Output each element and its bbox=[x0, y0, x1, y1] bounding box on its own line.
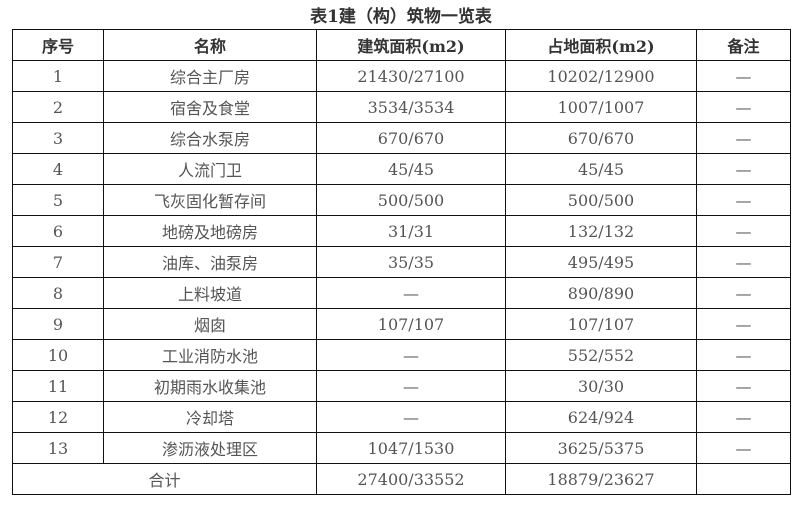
cell-note: — bbox=[696, 60, 791, 92]
cell-name: 初期雨水收集池 bbox=[103, 370, 317, 402]
cell-land-area: 670/670 bbox=[505, 122, 697, 154]
header-building-area: 建筑面积(m2) bbox=[316, 29, 506, 61]
cell-name: 地磅及地磅房 bbox=[103, 215, 317, 247]
table-row: 7 油库、油泵房 35/35 495/495— bbox=[12, 246, 791, 278]
cell-land-area: 107/107 bbox=[505, 308, 697, 340]
cell-note: — bbox=[696, 91, 791, 123]
table-row: 4 人流门卫 45/45 45/45— bbox=[12, 153, 791, 185]
cell-note: — bbox=[696, 339, 791, 371]
header-note: 备注 bbox=[696, 29, 791, 61]
total-note bbox=[696, 463, 791, 495]
cell-note: — bbox=[696, 184, 791, 216]
table-row: 3 综合水泵房 670/670 670/670— bbox=[12, 122, 791, 154]
cell-building-area: 500/500 bbox=[316, 184, 506, 216]
header-row: 序号 名称 建筑面积(m2) 占地面积(m2) 备注 bbox=[12, 29, 791, 61]
table-row: 9 烟囱 107/107 107/107— bbox=[12, 308, 791, 340]
cell-building-area: 31/31 bbox=[316, 215, 506, 247]
cell-name: 冷却塔 bbox=[103, 401, 317, 433]
header-name: 名称 bbox=[103, 29, 317, 61]
cell-index: 7 bbox=[12, 246, 104, 278]
cell-building-area: — bbox=[316, 339, 506, 371]
cell-index: 6 bbox=[12, 215, 104, 247]
cell-note: — bbox=[696, 432, 791, 464]
cell-land-area: 3625/5375 bbox=[505, 432, 697, 464]
total-building-area: 27400/33552 bbox=[316, 463, 506, 495]
buildings-table: 序号 名称 建筑面积(m2) 占地面积(m2) 备注 1 综合主厂房 21430/2… bbox=[12, 29, 791, 495]
cell-note: — bbox=[696, 246, 791, 278]
cell-building-area: — bbox=[316, 277, 506, 309]
table-row: 5 飞灰固化暂存间 500/500 500/500— bbox=[12, 184, 791, 216]
cell-note: — bbox=[696, 308, 791, 340]
total-row: 合计 27400/33552 18879/23627 bbox=[12, 463, 791, 495]
cell-index: 12 bbox=[12, 401, 104, 433]
cell-index: 3 bbox=[12, 122, 104, 154]
cell-name: 油库、油泵房 bbox=[103, 246, 317, 278]
cell-index: 2 bbox=[12, 91, 104, 123]
header-land-area: 占地面积(m2) bbox=[505, 29, 697, 61]
cell-building-area: 3534/3534 bbox=[316, 91, 506, 123]
header-index: 序号 bbox=[12, 29, 104, 61]
cell-land-area: 495/495 bbox=[505, 246, 697, 278]
cell-note: — bbox=[696, 122, 791, 154]
cell-land-area: 132/132 bbox=[505, 215, 697, 247]
cell-note: — bbox=[696, 401, 791, 433]
cell-building-area: 107/107 bbox=[316, 308, 506, 340]
cell-name: 飞灰固化暂存间 bbox=[103, 184, 317, 216]
cell-land-area: 30/30 bbox=[505, 370, 697, 402]
cell-index: 10 bbox=[12, 339, 104, 371]
cell-land-area: 45/45 bbox=[505, 153, 697, 185]
cell-building-area: — bbox=[316, 370, 506, 402]
cell-land-area: 890/890 bbox=[505, 277, 697, 309]
cell-name: 烟囱 bbox=[103, 308, 317, 340]
total-label: 合计 bbox=[12, 463, 317, 495]
cell-name: 渗沥液处理区 bbox=[103, 432, 317, 464]
cell-land-area: 1007/1007 bbox=[505, 91, 697, 123]
cell-building-area: 670/670 bbox=[316, 122, 506, 154]
cell-land-area: 10202/12900 bbox=[505, 60, 697, 92]
cell-index: 9 bbox=[12, 308, 104, 340]
cell-index: 11 bbox=[12, 370, 104, 402]
cell-note: — bbox=[696, 277, 791, 309]
table-row: 2 宿舍及食堂 3534/3534 1007/1007— bbox=[12, 91, 791, 123]
table-row: 8 上料坡道 —890/890— bbox=[12, 277, 791, 309]
cell-land-area: 500/500 bbox=[505, 184, 697, 216]
cell-name: 综合水泵房 bbox=[103, 122, 317, 154]
cell-name: 人流门卫 bbox=[103, 153, 317, 185]
cell-note: — bbox=[696, 215, 791, 247]
cell-building-area: 35/35 bbox=[316, 246, 506, 278]
table-row: 12 冷却塔 —624/924— bbox=[12, 401, 791, 433]
cell-building-area: 21430/27100 bbox=[316, 60, 506, 92]
table-row: 11 初期雨水收集池 —30/30— bbox=[12, 370, 791, 402]
table-row: 6 地磅及地磅房 31/31 132/132— bbox=[12, 215, 791, 247]
cell-building-area: 1047/1530 bbox=[316, 432, 506, 464]
cell-name: 工业消防水池 bbox=[103, 339, 317, 371]
cell-name: 宿舍及食堂 bbox=[103, 91, 317, 123]
cell-index: 8 bbox=[12, 277, 104, 309]
cell-land-area: 624/924 bbox=[505, 401, 697, 433]
table-row: 10 工业消防水池 —552/552— bbox=[12, 339, 791, 371]
cell-note: — bbox=[696, 370, 791, 402]
total-land-area: 18879/23627 bbox=[505, 463, 697, 495]
cell-building-area: — bbox=[316, 401, 506, 433]
table-title: 表1建（构）筑物一览表 bbox=[310, 7, 492, 27]
cell-note: — bbox=[696, 153, 791, 185]
cell-name: 综合主厂房 bbox=[103, 60, 317, 92]
cell-name: 上料坡道 bbox=[103, 277, 317, 309]
table-row: 13 渗沥液处理区 1047/1530 3625/5375— bbox=[12, 432, 791, 464]
cell-building-area: 45/45 bbox=[316, 153, 506, 185]
cell-index: 13 bbox=[12, 432, 104, 464]
table-row: 1 综合主厂房 21430/27100 10202/12900— bbox=[12, 60, 791, 92]
cell-index: 4 bbox=[12, 153, 104, 185]
cell-index: 1 bbox=[12, 60, 104, 92]
cell-land-area: 552/552 bbox=[505, 339, 697, 371]
cell-index: 5 bbox=[12, 184, 104, 216]
